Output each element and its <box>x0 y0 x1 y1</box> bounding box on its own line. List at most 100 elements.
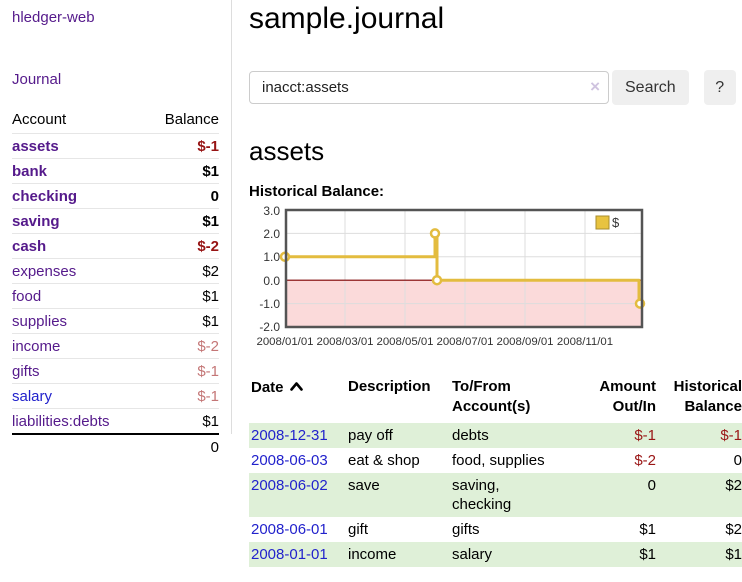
main-content: sample.journal × Search ? assets Histori… <box>232 0 742 567</box>
accounts-total-value: 0 <box>145 433 219 459</box>
transaction-amount: $1 <box>639 546 656 563</box>
x-axis-labels: 2008/01/01 2008/03/01 2008/05/01 2008/07… <box>256 336 613 348</box>
transaction-description: pay off <box>348 427 393 444</box>
transaction-date-link[interactable]: 2008-06-03 <box>251 452 328 469</box>
account-link-salary[interactable]: salary <box>12 388 53 405</box>
transaction-balance: $1 <box>725 546 742 563</box>
accounts-header-account: Account <box>12 111 67 128</box>
account-row: saving $1 <box>12 208 219 234</box>
account-link-supplies[interactable]: supplies <box>12 313 68 330</box>
transaction-row: 2008-06-03 eat & shop food, supplies $-2… <box>249 448 742 473</box>
clear-search-icon[interactable]: × <box>590 77 600 96</box>
transaction-row: 2008-12-31 pay off debts $-1 $-1 <box>249 423 742 448</box>
account-balance: $1 <box>145 283 219 309</box>
account-row: checking 0 <box>12 183 219 209</box>
transaction-accounts: salary <box>452 546 493 563</box>
account-row: bank $1 <box>12 158 219 184</box>
transaction-description: save <box>348 477 380 494</box>
account-row: salary $-1 <box>12 383 219 409</box>
register-header-row: Date Description To/From Account(s) Amou… <box>249 375 742 423</box>
svg-text:0.0: 0.0 <box>263 274 280 288</box>
header-amount: Amount Out/In <box>599 378 656 415</box>
account-link-checking[interactable]: checking <box>12 188 78 205</box>
account-row: food $1 <box>12 283 219 309</box>
chart-heading: Historical Balance: <box>249 183 385 200</box>
sort-ascending-icon <box>289 377 303 397</box>
historical-balance-chart: $ 3.0 2.0 1.0 0.0 -1.0 -2.0 2008/01/01 2… <box>249 204 742 358</box>
account-balance: $1 <box>145 408 219 434</box>
account-row: income $-2 <box>12 333 219 359</box>
chart-svg: $ 3.0 2.0 1.0 0.0 -1.0 -2.0 2008/01/01 2… <box>256 204 646 348</box>
transaction-amount: $1 <box>639 521 656 538</box>
transaction-balance: $2 <box>725 521 742 538</box>
accounts-header-row: Account Balance <box>12 107 219 134</box>
svg-text:2.0: 2.0 <box>263 227 280 241</box>
svg-text:2008/03/01: 2008/03/01 <box>316 336 373 348</box>
legend-swatch-icon <box>595 215 610 230</box>
account-balance: $1 <box>145 308 219 334</box>
transaction-amount: $-2 <box>634 452 656 469</box>
sidebar: hledger-web Journal Account Balance asse… <box>0 0 232 459</box>
svg-text:3.0: 3.0 <box>263 206 280 218</box>
transaction-date-link[interactable]: 2008-06-02 <box>251 477 328 494</box>
search-box: × <box>249 71 609 104</box>
transaction-balance: 0 <box>733 452 742 469</box>
account-link-bank[interactable]: bank <box>12 163 48 180</box>
account-heading: assets <box>249 136 325 166</box>
svg-text:-1.0: -1.0 <box>259 297 280 311</box>
account-link-liabilities-debts[interactable]: liabilities:debts <box>12 413 110 430</box>
account-link-expenses[interactable]: expenses <box>12 263 77 280</box>
transaction-description: gift <box>348 521 369 538</box>
svg-text:-2.0: -2.0 <box>259 320 280 334</box>
transaction-date-link[interactable]: 2008-06-01 <box>251 521 328 538</box>
account-link-income[interactable]: income <box>12 338 61 355</box>
account-balance: 0 <box>145 183 219 209</box>
transaction-date-link[interactable]: 2008-12-31 <box>251 427 328 444</box>
account-row: cash $-2 <box>12 233 219 259</box>
account-link-gifts[interactable]: gifts <box>12 363 40 380</box>
header-accounts: To/From Account(s) <box>452 378 531 415</box>
transaction-accounts: gifts <box>452 521 480 538</box>
search-form: × Search ? <box>249 70 742 105</box>
accounts-table: Account Balance assets $-1 bank $1 check… <box>12 107 219 459</box>
brand-link[interactable]: hledger-web <box>12 9 95 26</box>
page-title: sample.journal <box>249 2 445 35</box>
account-balance: $-2 <box>145 233 219 259</box>
transaction-amount: 0 <box>647 477 656 494</box>
search-button[interactable]: Search <box>612 70 689 105</box>
transaction-row: 2008-06-01 gift gifts $1 $2 <box>249 517 742 542</box>
accounts-header-balance: Balance <box>164 111 219 128</box>
account-balance: $1 <box>145 158 219 184</box>
svg-text:2008/07/01: 2008/07/01 <box>436 336 493 348</box>
transaction-balance: $2 <box>725 477 742 494</box>
svg-text:1.0: 1.0 <box>263 250 280 264</box>
account-link-food[interactable]: food <box>12 288 42 305</box>
account-balance: $-1 <box>145 358 219 384</box>
account-row: liabilities:debts $1 <box>12 408 219 434</box>
account-link-saving[interactable]: saving <box>12 213 60 230</box>
svg-text:2008/05/01: 2008/05/01 <box>376 336 433 348</box>
account-row: supplies $1 <box>12 308 219 334</box>
plot-border <box>284 208 644 329</box>
accounts-total-row: 0 <box>12 433 219 459</box>
hledger-web-app: hledger-web Journal Account Balance asse… <box>0 0 742 567</box>
transaction-date-link[interactable]: 2008-01-01 <box>251 546 328 563</box>
account-link-assets[interactable]: assets <box>12 138 59 155</box>
account-balance: $-1 <box>145 133 219 159</box>
transaction-row: 2008-01-01 income salary $1 $1 <box>249 542 742 567</box>
chart-legend: $ <box>592 214 634 233</box>
account-link-cash[interactable]: cash <box>12 238 47 255</box>
legend-label: $ <box>612 215 620 230</box>
svg-text:2008/09/01: 2008/09/01 <box>496 336 553 348</box>
svg-text:2008/01/01: 2008/01/01 <box>256 336 313 348</box>
sidebar-item-journal[interactable]: Journal <box>12 71 62 88</box>
transaction-accounts: debts <box>452 427 489 444</box>
transaction-accounts: saving, checking <box>452 477 512 513</box>
header-date[interactable]: Date <box>249 375 346 423</box>
account-balance: $1 <box>145 208 219 234</box>
help-button[interactable]: ? <box>703 70 736 105</box>
svg-text:2008/11/01: 2008/11/01 <box>557 336 613 348</box>
account-row: gifts $-1 <box>12 358 219 384</box>
account-balance: $2 <box>145 258 219 284</box>
search-input[interactable] <box>249 71 609 104</box>
